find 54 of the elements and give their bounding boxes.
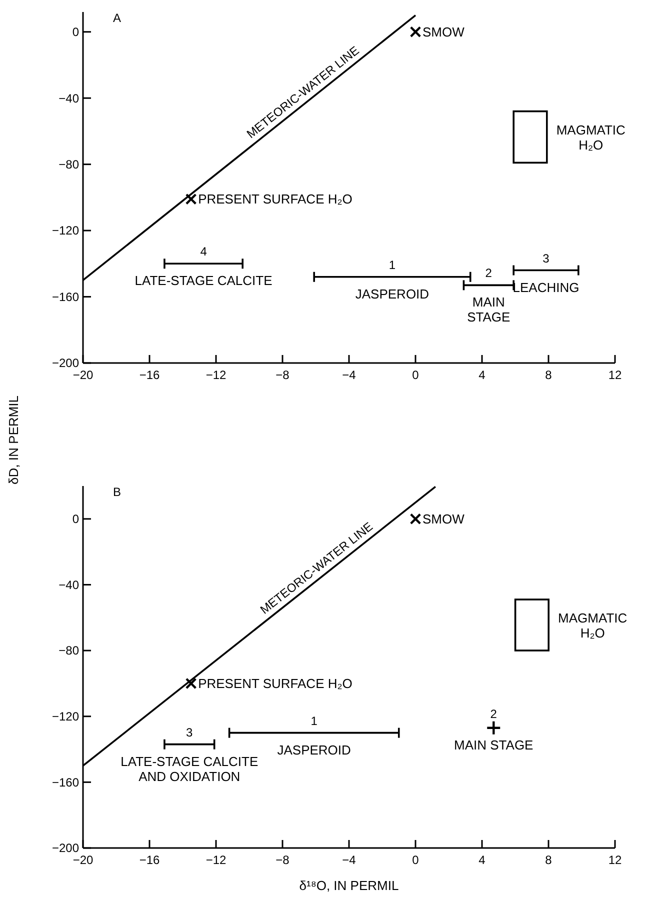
x-tick-label: 4	[478, 368, 486, 382]
annotation: MAIN STAGE	[467, 294, 511, 325]
series-label: 3	[186, 725, 194, 740]
y-axis-title: δD, IN PERMIL	[6, 396, 21, 484]
x-tick-label: 4	[478, 853, 486, 867]
annotation: MAGMATIC H₂O	[558, 610, 628, 640]
y-tick-label: 0	[72, 512, 80, 526]
x-tick-label: 12	[608, 853, 622, 867]
annotation: JASPEROID	[277, 742, 351, 758]
x-tick-label: −4	[342, 368, 356, 382]
series-label: 2	[490, 706, 498, 721]
annotation: LEACHING	[512, 280, 580, 295]
annotation: MAIN STAGE	[454, 737, 534, 752]
y-tick-label: −160	[52, 775, 80, 790]
chart-title: B	[113, 485, 122, 499]
x-tick-label: −20	[72, 368, 94, 382]
annotation: JASPEROID	[355, 286, 430, 302]
y-tick-label: −120	[52, 710, 80, 724]
y-tick-label: −200	[52, 356, 80, 370]
x-axis-title: δ¹⁸O, IN PERMIL	[299, 878, 399, 893]
y-tick-label: −200	[52, 841, 80, 856]
x-tick-label: −8	[276, 853, 290, 867]
chart-title: A	[113, 11, 122, 25]
y-tick-label: −80	[58, 158, 80, 172]
x-tick-label: −12	[206, 853, 226, 867]
y-tick-label: 0	[72, 25, 80, 40]
annotation: LATE-STAGE CALCITE	[134, 273, 273, 288]
y-tick-label: −120	[52, 224, 80, 238]
series-label: 1	[310, 714, 318, 728]
series-label: PRESENT SURFACE H₂O	[198, 192, 352, 207]
y-tick-label: −40	[58, 91, 80, 106]
x-tick-label: 8	[545, 368, 552, 382]
annotation: LATE-STAGE CALCITE AND OXIDATION	[120, 754, 258, 784]
y-tick-label: −40	[58, 578, 80, 592]
x-tick-label: −20	[72, 853, 94, 867]
x-tick-label: 0	[412, 368, 420, 382]
legend-label: 2	[485, 266, 492, 280]
annotation: MAGMATIC H₂O	[556, 122, 626, 152]
series-label: 4	[200, 244, 208, 259]
y-tick-label: −80	[58, 644, 80, 658]
series-label: PRESENT SURFACE H₂O	[198, 676, 352, 692]
x-tick-label: 0	[412, 853, 420, 867]
x-tick-label: −16	[139, 368, 160, 382]
x-tick-label: −16	[139, 853, 160, 867]
x-tick-label: 12	[608, 368, 622, 382]
series-label: SMOW	[422, 24, 466, 40]
x-tick-label: −8	[276, 368, 290, 382]
x-tick-label: −4	[342, 853, 356, 867]
series-label: SMOW	[422, 511, 466, 526]
x-tick-label: 8	[545, 853, 552, 867]
series-label: 1	[388, 258, 396, 272]
y-tick-label: −160	[52, 290, 80, 304]
x-tick-label: −12	[206, 368, 226, 382]
series-label: 3	[542, 251, 550, 266]
